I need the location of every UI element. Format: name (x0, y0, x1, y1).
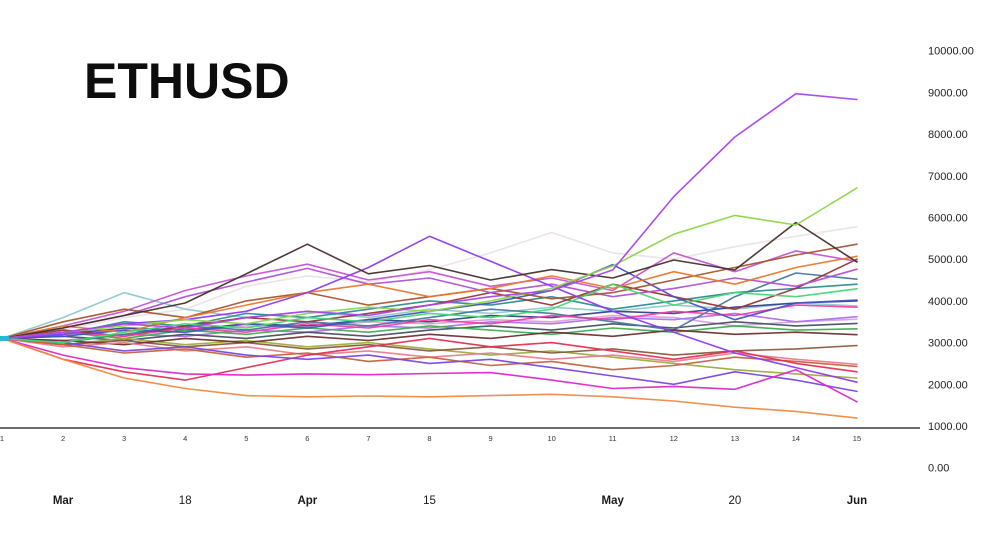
month-label-20: 20 (728, 495, 741, 507)
series-line-simulation-5 (1, 320, 858, 342)
month-label-Mar: Mar (53, 495, 74, 507)
series-line-simulation-26 (1, 283, 858, 344)
month-label-Apr: Apr (297, 495, 317, 507)
chart-title: ETHUSD (84, 53, 290, 109)
x-tick-label-11: 11 (609, 434, 617, 443)
series-line-simulation-23 (1, 250, 858, 340)
series-line-simulation-1 (1, 225, 858, 340)
x-tick-label-12: 12 (670, 434, 678, 443)
series-line-simulation-19 (1, 337, 858, 403)
x-tick-label-13: 13 (731, 434, 739, 443)
x-tick-label-4: 4 (183, 434, 187, 443)
series-line-simulation-16 (1, 304, 858, 340)
series-line-simulation-28 (1, 221, 858, 340)
series-line-simulation-30 (1, 92, 858, 340)
series-line-simulation-15 (1, 337, 858, 371)
y-axis-label-4000: 4000.00 (928, 296, 968, 308)
y-axis-label-7000: 7000.00 (928, 171, 968, 183)
x-tick-label-7: 7 (366, 434, 370, 443)
x-tick-label-5: 5 (244, 434, 248, 443)
y-axis-label-5000: 5000.00 (928, 254, 968, 266)
series-line-simulation-9 (1, 325, 858, 340)
series-line-simulation-20 (1, 337, 858, 419)
x-tick-label-9: 9 (488, 434, 492, 443)
series-line-simulation-17 (1, 337, 858, 381)
month-label-Jun: Jun (847, 495, 867, 507)
x-tick-label-6: 6 (305, 434, 309, 443)
y-axis-label-10000: 10000.00 (928, 46, 974, 58)
x-tick-label-8: 8 (427, 434, 431, 443)
x-tick-label-14: 14 (792, 434, 800, 443)
y-axis-label-6000: 6000.00 (928, 213, 968, 225)
series-line-simulation-18 (1, 337, 858, 393)
month-label-18: 18 (179, 495, 192, 507)
month-label-15: 15 (423, 495, 436, 507)
x-tick-label-15: 15 (853, 434, 861, 443)
series-line-simulation-22 (1, 267, 858, 340)
x-tick-label-1: 1 (0, 434, 4, 443)
x-tick-label-2: 2 (61, 434, 65, 443)
series-line-simulation-27 (1, 235, 858, 384)
x-tick-label-10: 10 (547, 434, 555, 443)
y-axis-label-0: 0.00 (928, 463, 949, 475)
series-line-simulation-12 (1, 329, 858, 346)
month-label-May: May (602, 495, 625, 507)
y-axis-label-3000: 3000.00 (928, 338, 968, 350)
series-line-simulation-25 (1, 255, 858, 340)
y-axis-label-2000: 2000.00 (928, 379, 968, 391)
series-line-simulation-10 (1, 337, 858, 379)
y-axis-label-1000: 1000.00 (928, 421, 968, 433)
series-line-simulation-29 (1, 187, 858, 340)
y-axis-label-8000: 8000.00 (928, 129, 968, 141)
y-axis-label-9000: 9000.00 (928, 87, 968, 99)
x-tick-label-3: 3 (122, 434, 126, 443)
